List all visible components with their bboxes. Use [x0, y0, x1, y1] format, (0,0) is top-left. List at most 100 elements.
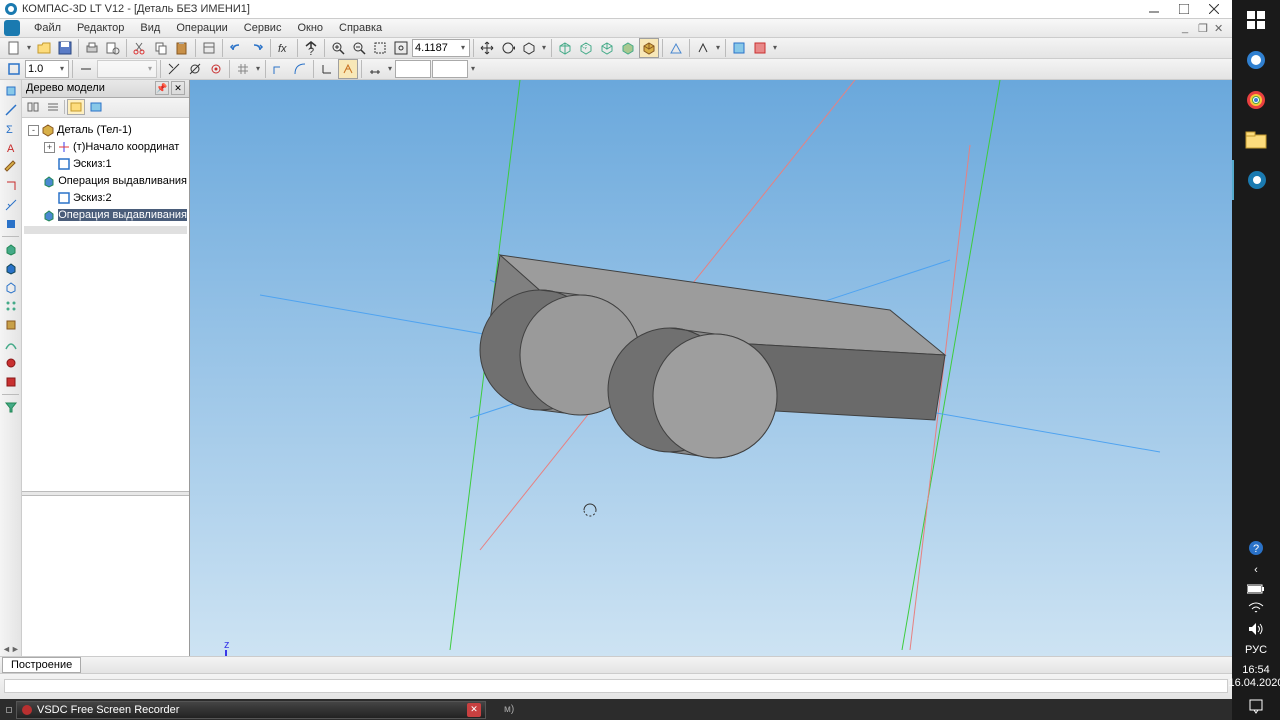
vtb-extrude[interactable] [1, 240, 21, 258]
tree-tb-1[interactable] [24, 99, 42, 115]
nohidden-button[interactable] [597, 38, 617, 58]
tree-tb-4[interactable] [87, 99, 105, 115]
start-button[interactable] [1232, 0, 1280, 40]
vtb-geo[interactable] [1, 101, 21, 119]
tree-node[interactable]: Эскиз:2 [24, 190, 187, 207]
vtb-sheet[interactable] [1, 373, 21, 391]
vtb-scroll-left[interactable]: ◄ [2, 644, 11, 654]
menu-window[interactable]: Окно [289, 20, 331, 36]
tray-lang[interactable]: РУС [1245, 644, 1267, 656]
menu-file[interactable]: Файл [26, 20, 69, 36]
help-button[interactable]: ? [301, 38, 321, 58]
menu-edit[interactable]: Редактор [69, 20, 132, 36]
param-input-2[interactable] [432, 60, 468, 78]
tree-tb-3[interactable] [67, 99, 85, 115]
vtb-curve[interactable] [1, 335, 21, 353]
tree-node[interactable]: -Деталь (Тел-1) [24, 122, 187, 139]
vtb-text[interactable]: A [1, 139, 21, 157]
taskbar-chrome-icon[interactable] [1232, 80, 1280, 120]
recorder-close-button[interactable]: ✕ [467, 703, 481, 717]
vtb-cut[interactable] [1, 259, 21, 277]
properties-button[interactable] [199, 38, 219, 58]
hidden-button[interactable] [576, 38, 596, 58]
tree-hscroll[interactable] [24, 226, 187, 234]
new-dropdown[interactable]: ▾ [25, 43, 33, 52]
recorder-taskbar-item[interactable]: VSDC Free Screen Recorder ✕ [16, 701, 486, 719]
param-button[interactable] [365, 59, 385, 79]
mdi-minimize-button[interactable]: _ [1182, 22, 1196, 34]
linestyle-input[interactable]: ▾ [97, 60, 157, 78]
style-button[interactable] [76, 59, 96, 79]
grid-button[interactable] [233, 59, 253, 79]
tray-chevron-icon[interactable]: ‹ [1254, 564, 1258, 576]
perspective-button[interactable] [666, 38, 686, 58]
minimize-button[interactable] [1148, 3, 1160, 15]
vtb-select[interactable] [1, 215, 21, 233]
rebuild-button[interactable] [729, 38, 749, 58]
mdi-restore-button[interactable]: ❐ [1198, 22, 1212, 34]
param-dropdown[interactable]: ▾ [386, 64, 394, 73]
menu-ops[interactable]: Операции [168, 20, 235, 36]
snap2-button[interactable] [185, 59, 205, 79]
tray-volume-icon[interactable] [1248, 622, 1264, 636]
tray-wifi-icon[interactable] [1248, 602, 1264, 614]
taskbar-kompas-icon[interactable] [1232, 160, 1280, 200]
redo-button[interactable] [247, 38, 267, 58]
rotate-button[interactable] [498, 38, 518, 58]
param-input-1[interactable] [395, 60, 431, 78]
menu-service[interactable]: Сервис [236, 20, 290, 36]
vtb-scroll-right[interactable]: ► [11, 644, 20, 654]
status-tab[interactable]: Построение [2, 657, 81, 673]
orient-button[interactable] [519, 38, 539, 58]
vtb-edit[interactable] [1, 82, 21, 100]
toolbar2-overflow[interactable]: ▾ [469, 64, 477, 73]
tray-clock[interactable]: 16:54 16.04.2020 [1228, 664, 1280, 690]
command-input[interactable] [4, 679, 1228, 693]
round-button[interactable] [290, 59, 310, 79]
toolbar-overflow[interactable]: ▾ [771, 43, 779, 52]
wireframe-button[interactable] [555, 38, 575, 58]
vtb-edit2[interactable] [1, 158, 21, 176]
vtb-meas[interactable] [1, 196, 21, 214]
menu-help[interactable]: Справка [331, 20, 390, 36]
zoom-out-button[interactable] [349, 38, 369, 58]
viewport-3d[interactable]: z x y [190, 80, 1232, 656]
grid-dropdown[interactable]: ▾ [254, 64, 262, 73]
vtb-filter[interactable] [1, 398, 21, 416]
tree-node[interactable]: Операция выдавливания [24, 173, 187, 190]
tree-body[interactable]: -Деталь (Тел-1)+(т)Начало координатЭскиз… [22, 118, 189, 491]
tray-help-icon[interactable]: ? [1248, 540, 1264, 556]
paste-button[interactable] [172, 38, 192, 58]
vtb-hole[interactable] [1, 354, 21, 372]
tree-node[interactable]: +(т)Начало координат [24, 139, 187, 156]
new-button[interactable] [4, 38, 24, 58]
tree-node[interactable]: Операция выдавливания [24, 207, 187, 224]
vtb-surf[interactable] [1, 278, 21, 296]
vtb-array[interactable] [1, 297, 21, 315]
sketch-button[interactable] [4, 59, 24, 79]
vtb-aux[interactable] [1, 316, 21, 334]
tree-node[interactable]: Эскиз:1 [24, 156, 187, 173]
open-button[interactable] [34, 38, 54, 58]
simplify-dropdown[interactable]: ▾ [714, 43, 722, 52]
vtb-param[interactable] [1, 177, 21, 195]
bb-menu-icon[interactable] [6, 707, 12, 713]
snap1-button[interactable] [164, 59, 184, 79]
zoom-value-input[interactable]: 4.1187 ▾ [412, 39, 470, 57]
menu-view[interactable]: Вид [132, 20, 168, 36]
autosnap-button[interactable] [338, 59, 358, 79]
zoom-window-button[interactable] [370, 38, 390, 58]
cut-button[interactable] [130, 38, 150, 58]
section-button[interactable] [750, 38, 770, 58]
scale-input[interactable]: 1.0 ▾ [25, 60, 69, 78]
close-button[interactable] [1208, 3, 1220, 15]
ortho-button[interactable] [269, 59, 289, 79]
tree-close-button[interactable]: ✕ [171, 81, 185, 95]
variable-button[interactable]: fx [274, 38, 294, 58]
undo-button[interactable] [226, 38, 246, 58]
tray-battery-icon[interactable] [1247, 584, 1265, 594]
save-button[interactable] [55, 38, 75, 58]
zoom-fit-button[interactable] [391, 38, 411, 58]
maximize-button[interactable] [1178, 3, 1190, 15]
localcs-button[interactable] [317, 59, 337, 79]
